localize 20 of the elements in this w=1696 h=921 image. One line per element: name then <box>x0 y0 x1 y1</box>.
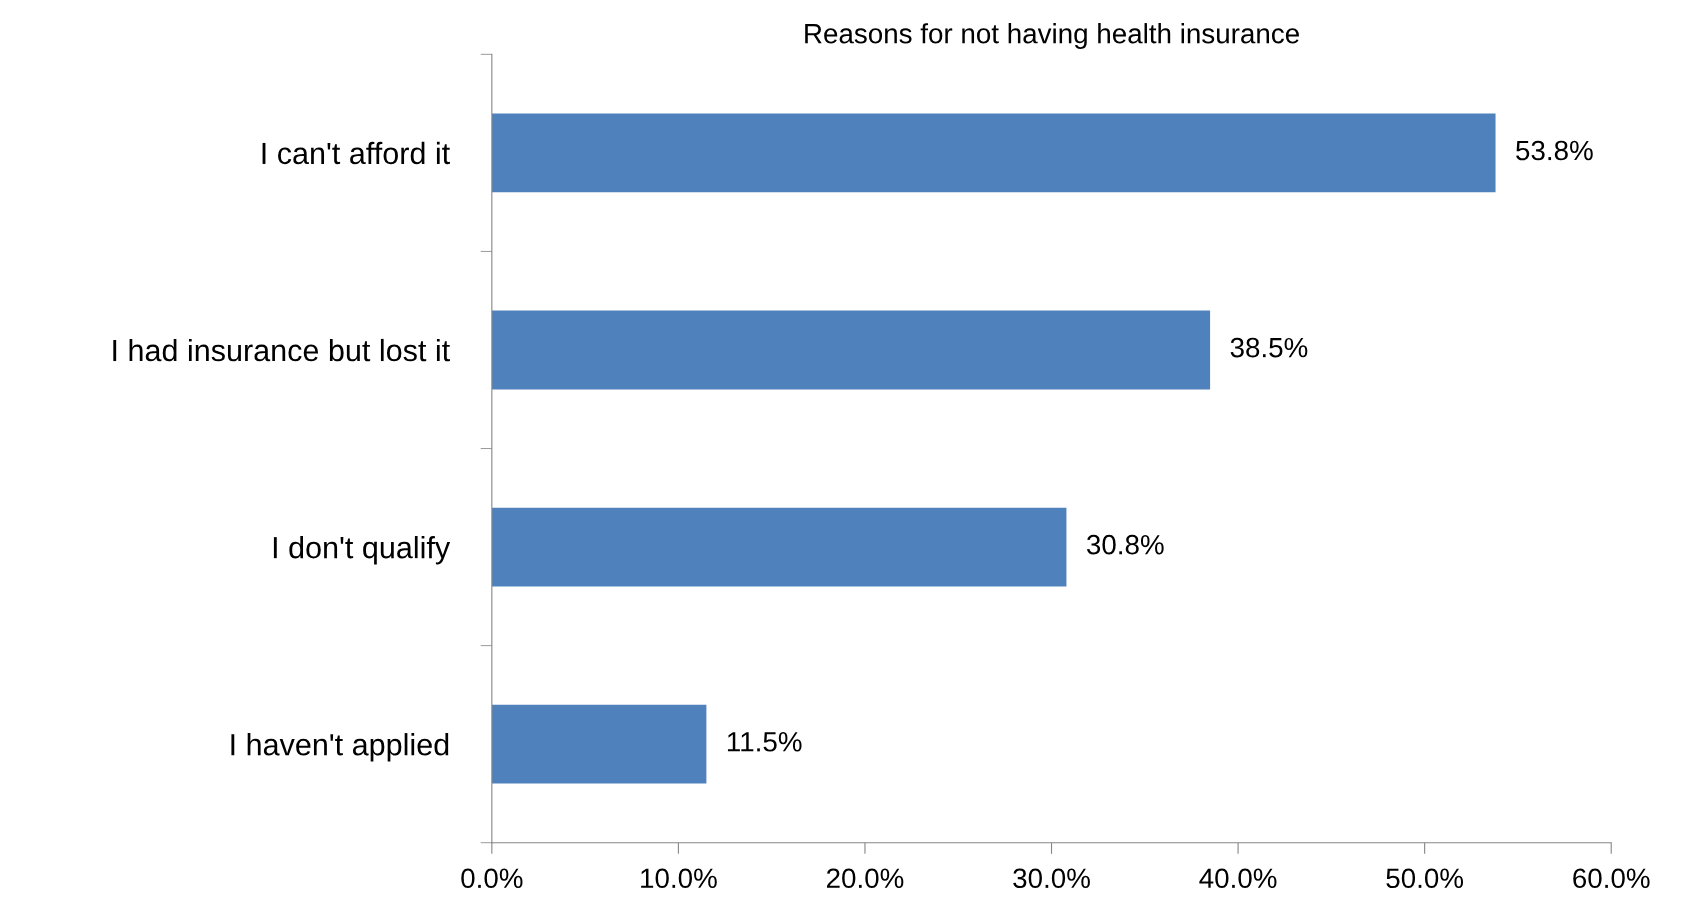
x-tick-label: 0.0% <box>461 868 523 889</box>
x-tick-label: 10.0% <box>641 868 717 889</box>
bar <box>491 704 707 784</box>
y-tick-label: I can't afford it <box>262 141 450 165</box>
x-tick-label: 20.0% <box>826 868 904 889</box>
chart-title: Reasons for not having health insurance <box>805 23 1299 49</box>
bar <box>491 113 1496 193</box>
y-tick-label: I don't qualify <box>273 536 451 565</box>
x-tick-label: 30.0% <box>1013 868 1090 889</box>
bar <box>491 310 1211 390</box>
x-tick-label: 40.0% <box>1199 868 1277 889</box>
x-tick-label: 60.0% <box>1573 868 1650 889</box>
x-tick-label: 50.0% <box>1386 868 1464 889</box>
data-label: 11.5% <box>727 732 802 752</box>
data-label: 53.8% <box>1516 140 1593 161</box>
data-label: 30.8% <box>1086 534 1164 555</box>
bar <box>491 507 1067 587</box>
y-tick-label: I had insurance but lost it <box>113 338 450 362</box>
y-tick-label: I haven't applied <box>231 733 449 762</box>
data-label: 38.5% <box>1230 337 1308 358</box>
